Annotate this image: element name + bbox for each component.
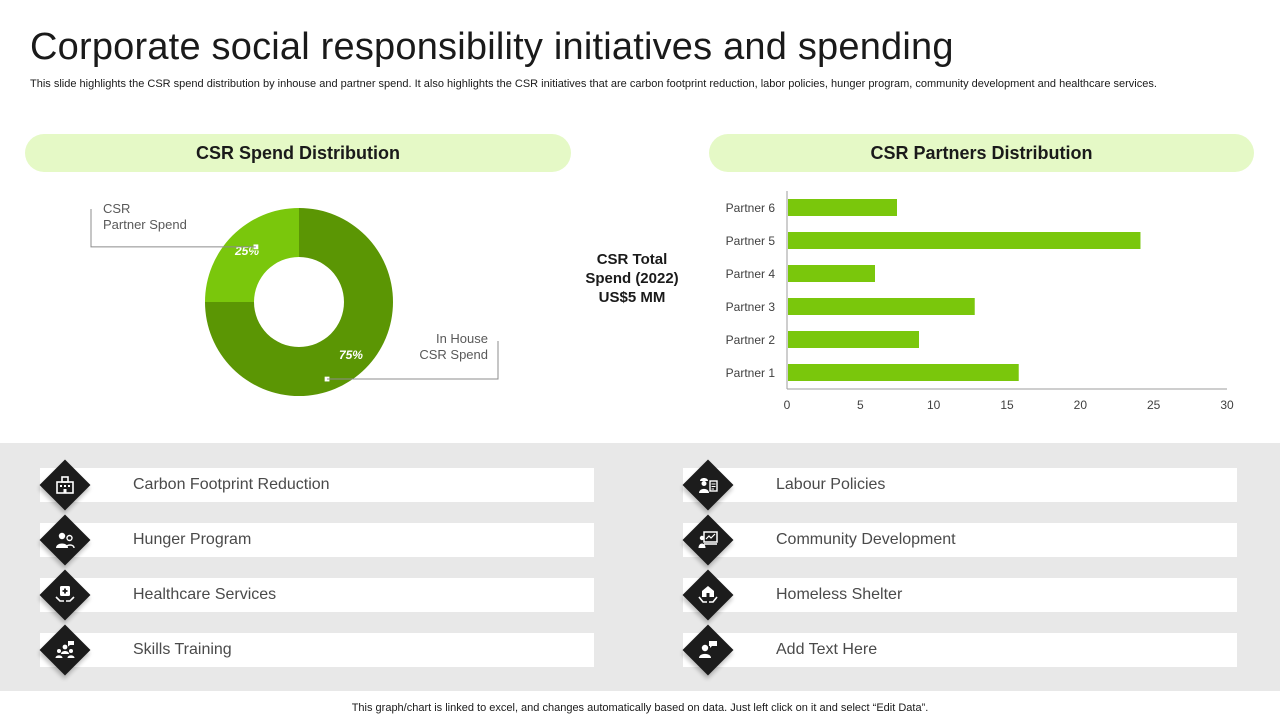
initiative-carbon-footprint: Carbon Footprint Reduction xyxy=(40,468,594,502)
y-tick-label: Partner 4 xyxy=(726,267,776,281)
csr-total-line1: CSR Total xyxy=(596,251,668,268)
x-tick-label: 25 xyxy=(1147,398,1161,412)
people-icon xyxy=(47,522,83,558)
x-tick-label: 30 xyxy=(1220,398,1234,412)
y-tick-label: Partner 6 xyxy=(726,201,776,215)
x-tick-label: 15 xyxy=(1000,398,1014,412)
bar xyxy=(788,298,975,315)
donut-slice xyxy=(205,208,393,396)
presentation-icon xyxy=(690,522,726,558)
initiative-labour-policies: Labour Policies xyxy=(683,468,1237,502)
shelter-hands-icon xyxy=(690,577,726,613)
page-subtitle: This slide highlights the CSR spend dist… xyxy=(30,78,1157,90)
initiative-community-development: Community Development xyxy=(683,523,1237,557)
initiative-add-text: Add Text Here xyxy=(683,633,1237,667)
x-tick-label: 20 xyxy=(1074,398,1088,412)
donut-slice-label: In House xyxy=(436,331,488,346)
bar xyxy=(788,199,897,216)
worker-document-icon xyxy=(690,467,726,503)
footer-note: This graph/chart is linked to excel, and… xyxy=(351,702,929,714)
person-chat-icon xyxy=(690,632,726,668)
y-tick-label: Partner 2 xyxy=(726,333,776,347)
x-tick-label: 0 xyxy=(784,398,791,412)
donut-slice-label: CSR xyxy=(103,201,130,216)
csr-total-line3: US$5 MM xyxy=(598,289,666,306)
csr-total-spend: CSR Total Spend (2022) US$5 MM xyxy=(568,250,696,307)
spend-distribution-header: CSR Spend Distribution xyxy=(25,134,571,172)
bar xyxy=(788,232,1141,249)
y-tick-label: Partner 5 xyxy=(726,234,776,248)
initiative-label: Labour Policies xyxy=(776,476,886,493)
y-tick-label: Partner 3 xyxy=(726,300,776,314)
page-title: Corporate social responsibility initiati… xyxy=(30,26,954,68)
callout-line xyxy=(90,209,256,248)
partners-distribution-header: CSR Partners Distribution xyxy=(709,134,1254,172)
initiative-label: Add Text Here xyxy=(776,641,878,658)
initiative-label: Community Development xyxy=(776,531,956,548)
donut-slice xyxy=(205,208,299,302)
initiative-hunger-program: Hunger Program xyxy=(40,523,594,557)
initiative-label: Homeless Shelter xyxy=(776,586,903,603)
y-tick-label: Partner 1 xyxy=(726,366,776,380)
x-tick-label: 5 xyxy=(857,398,864,412)
initiative-skills-training: Skills Training xyxy=(40,633,594,667)
callout-line xyxy=(327,341,499,380)
bar xyxy=(788,331,919,348)
csr-total-line2: Spend (2022) xyxy=(585,270,679,287)
initiative-label: Hunger Program xyxy=(133,531,252,548)
medical-hands-icon xyxy=(47,577,83,613)
initiative-label: Carbon Footprint Reduction xyxy=(133,476,330,493)
group-training-icon xyxy=(47,632,83,668)
bar xyxy=(788,364,1019,381)
bar xyxy=(788,265,875,282)
donut-value-label: 75% xyxy=(339,348,363,362)
donut-slice-label: CSR Spend xyxy=(419,347,488,362)
initiative-homeless-shelter: Homeless Shelter xyxy=(683,578,1237,612)
initiative-label: Healthcare Services xyxy=(133,586,277,603)
initiative-label: Skills Training xyxy=(133,641,232,658)
building-icon xyxy=(47,467,83,503)
donut-slice-label: Partner Spend xyxy=(103,217,187,232)
x-tick-label: 10 xyxy=(927,398,941,412)
initiative-healthcare-services: Healthcare Services xyxy=(40,578,594,612)
